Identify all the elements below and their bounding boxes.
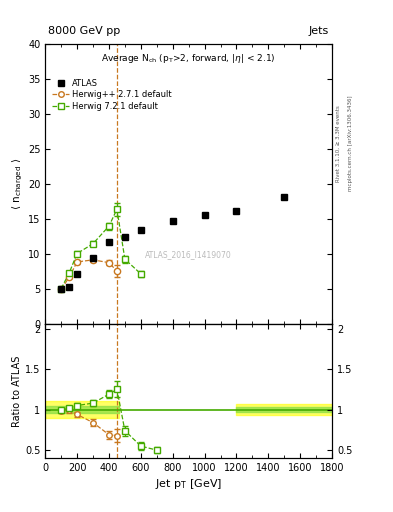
Text: mcplots.cern.ch [arXiv:1306.3436]: mcplots.cern.ch [arXiv:1306.3436]	[348, 96, 353, 191]
Text: ATLAS_2016_I1419070: ATLAS_2016_I1419070	[145, 250, 232, 259]
Text: Rivet 3.1.10, ≥ 3.3M events: Rivet 3.1.10, ≥ 3.3M events	[336, 105, 341, 182]
Text: 8000 GeV pp: 8000 GeV pp	[48, 27, 120, 36]
X-axis label: Jet p$_{\rm T}$ [GeV]: Jet p$_{\rm T}$ [GeV]	[155, 477, 222, 492]
Text: Jets: Jets	[309, 27, 329, 36]
Legend: ATLAS, Herwig++ 2.7.1 default, Herwig 7.2.1 default: ATLAS, Herwig++ 2.7.1 default, Herwig 7.…	[52, 78, 172, 111]
Y-axis label: Ratio to ATLAS: Ratio to ATLAS	[12, 356, 22, 427]
Y-axis label: $\langle$ n$_{\rm charged}$ $\rangle$: $\langle$ n$_{\rm charged}$ $\rangle$	[11, 158, 25, 210]
Text: Average N$_{\rm ch}$ (p$_{\rm T}$>2, forward, |$\eta$| < 2.1): Average N$_{\rm ch}$ (p$_{\rm T}$>2, for…	[101, 52, 276, 65]
